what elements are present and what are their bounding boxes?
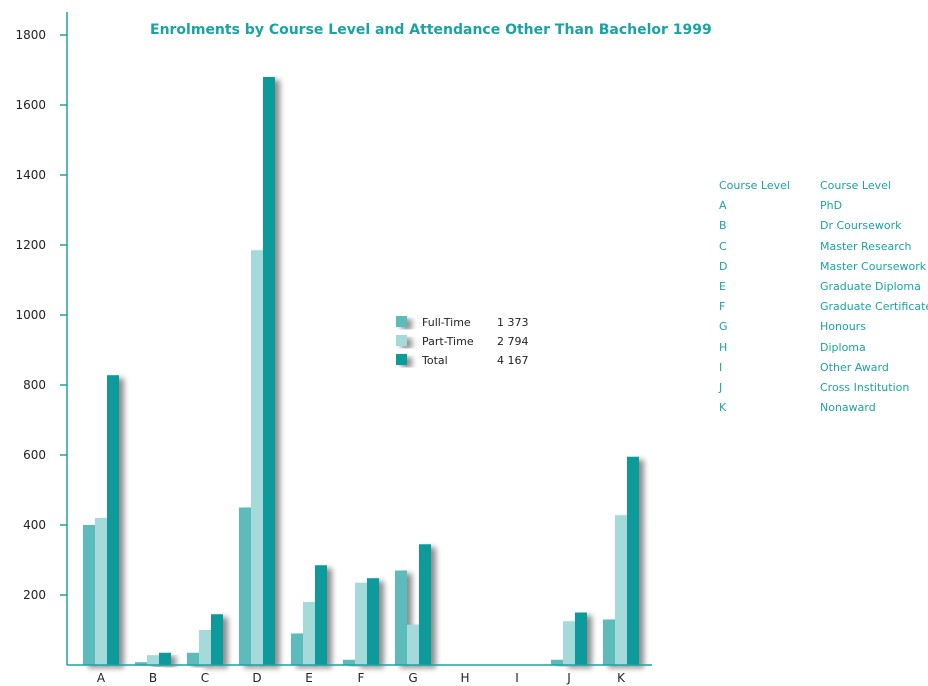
bar-total-k [627, 456, 639, 665]
x-tick-label: F [358, 671, 365, 685]
x-tick-label: K [617, 671, 626, 685]
y-tick-label: 600 [23, 448, 46, 462]
bar-part-time-k [615, 515, 627, 665]
bar-full-time-e [291, 633, 303, 665]
legend-swatch [396, 335, 407, 346]
key-code: D [719, 259, 728, 273]
bar-full-time-j [551, 659, 563, 665]
legend-swatch [396, 316, 407, 327]
bar-part-time-c [199, 630, 211, 665]
bar-part-time-f [355, 582, 367, 665]
key-header-name: Course Level [820, 179, 891, 192]
legend: Full-Time 1 373 Part-Time 2 794 Total 4 167 [396, 316, 529, 367]
key-code: H [719, 340, 728, 354]
key-name: Dr Coursework [820, 219, 902, 233]
y-tick-label: 200 [23, 588, 46, 602]
key-code: E [719, 279, 726, 293]
y-tick-label: 1000 [15, 308, 46, 322]
x-tick-label: E [305, 671, 313, 685]
bar-full-time-c [187, 652, 199, 665]
bar-total-d [263, 77, 275, 665]
y-tick-label: 400 [23, 518, 46, 532]
legend-label: Full-Time [422, 316, 471, 329]
key-code: K [719, 401, 727, 415]
key-name: Honours [820, 320, 866, 334]
x-tick-label: I [515, 671, 519, 685]
chart-title: Enrolments by Course Level and Attendanc… [150, 22, 712, 38]
key-code: A [719, 199, 727, 213]
y-tick-label: 1600 [15, 98, 46, 112]
y-tick-label: 1200 [15, 238, 46, 252]
legend-value: 2 794 [497, 335, 529, 348]
key-name: Graduate Certificate [820, 300, 928, 314]
key-name: Other Award [820, 360, 889, 374]
x-tick-label: D [252, 671, 261, 685]
bar-part-time-b [147, 655, 159, 665]
key-name: Nonaward [820, 401, 876, 415]
key-code: C [719, 239, 727, 253]
x-tick-label: J [566, 671, 571, 685]
x-tick-label: C [201, 671, 209, 685]
x-tick-label: B [149, 671, 157, 685]
bars [83, 77, 639, 665]
key-name: Cross Institution [820, 380, 910, 394]
key-name: Diploma [820, 340, 866, 354]
bar-part-time-g [407, 624, 419, 665]
bar-total-c [211, 614, 223, 665]
key-header-code: Course Level [719, 179, 790, 192]
legend-label: Total [421, 354, 448, 367]
bar-part-time-j [563, 621, 575, 665]
x-axis: A B C D E F G H I J K [67, 664, 652, 685]
legend-value: 1 373 [497, 316, 529, 329]
key-name: Graduate Diploma [820, 279, 921, 293]
bar-full-time-d [239, 507, 251, 665]
bar-full-time-f [343, 659, 355, 665]
key-code: F [719, 300, 726, 314]
bar-total-e [315, 565, 327, 665]
bar-part-time-a [95, 518, 107, 665]
x-tick-label: A [97, 671, 106, 685]
legend-label: Part-Time [422, 335, 474, 348]
key-code: J [719, 380, 723, 394]
y-tick-label: 1400 [15, 168, 46, 182]
key-code: I [719, 360, 723, 374]
bar-part-time-d [251, 250, 263, 665]
bar-full-time-g [395, 570, 407, 665]
legend-value: 4 167 [497, 354, 529, 367]
x-tick-label: H [460, 671, 469, 685]
key-name: PhD [820, 199, 843, 213]
key-name: Master Research [820, 239, 912, 253]
y-tick-label: 1800 [15, 28, 46, 42]
key-name: Master Coursework [820, 259, 927, 273]
bar-total-b [159, 652, 171, 665]
course-level-key-names: Course Level PhD Dr Coursework Master Rese… [820, 176, 928, 418]
key-code: G [719, 320, 728, 334]
bar-total-f [367, 578, 379, 665]
y-axis: 200 400 600 800 1000 1200 1400 1600 1800 [15, 12, 68, 665]
bar-full-time-b [135, 662, 147, 665]
legend-swatch [396, 354, 407, 365]
bar-full-time-k [603, 619, 615, 665]
bar-full-time-a [83, 525, 95, 665]
key-code: B [719, 219, 727, 233]
bar-part-time-e [303, 602, 315, 665]
y-tick-label: 800 [23, 378, 46, 392]
x-tick-label: G [408, 671, 417, 685]
bar-total-j [575, 612, 587, 665]
bar-total-a [107, 375, 119, 665]
bar-total-g [419, 544, 431, 665]
